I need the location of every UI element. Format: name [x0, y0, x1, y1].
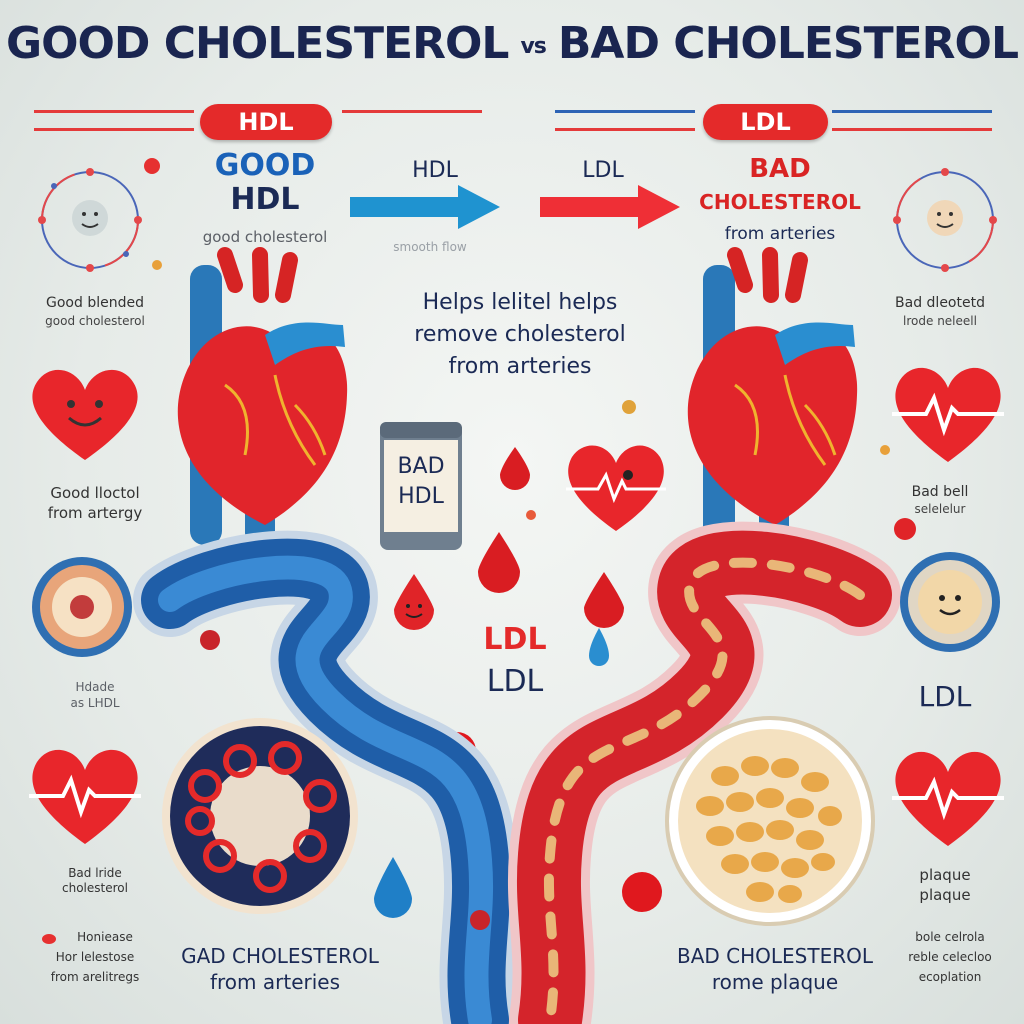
- pill-can-icon: [380, 422, 462, 550]
- healthy-heart-icon: [177, 247, 348, 545]
- left-label-4b: cholesterol: [62, 881, 128, 895]
- good-cholesterol-sub: good cholesterol: [202, 228, 328, 246]
- dot-icon: [526, 510, 536, 520]
- arrow-right-blue-icon: [350, 185, 500, 229]
- blood-drop-icon: [584, 572, 624, 628]
- happy-heart-icon: [32, 369, 138, 460]
- right-label-1b: lrode neleell: [903, 314, 977, 328]
- left-bullet-icon: [42, 934, 56, 944]
- hdl-pill: HDL: [200, 104, 332, 140]
- smiling-drop-icon: [394, 574, 434, 630]
- left-label-4a: Bad lride: [68, 866, 122, 880]
- right-label-4b: plaque: [919, 886, 971, 904]
- right-label-3: LDL: [918, 680, 972, 713]
- water-drop-icon: [374, 857, 412, 918]
- blood-drop-icon: [478, 532, 520, 593]
- heartbeat-heart-center-icon: [566, 445, 666, 531]
- hdl-molecule-icon: [38, 158, 160, 272]
- dot-icon: [152, 260, 162, 270]
- arrow-hdl-label: HDL: [412, 158, 458, 183]
- bottom-left-caption-1: GAD CHOLESTEROL: [181, 944, 379, 968]
- clear-artery-icon: [32, 557, 132, 657]
- left-label-5a: Honiease: [77, 930, 133, 944]
- blood-cell-icon: [622, 872, 662, 912]
- rule-left-top: [34, 110, 194, 113]
- dot-icon: [894, 518, 916, 540]
- title-right: BAD CHOLESTEROL: [557, 18, 1019, 69]
- center-ldl-red: LDL: [483, 622, 547, 657]
- right-label-4a: plaque: [919, 866, 971, 884]
- center-text-3: from arteries: [448, 354, 592, 379]
- arrow-right-red-icon: [540, 185, 680, 229]
- hdl-label: HDL: [230, 182, 300, 217]
- left-label-1a: Good blended: [46, 295, 144, 311]
- center-ldl-dark: LDL: [486, 664, 544, 699]
- left-label-3a: Hdade: [75, 680, 115, 694]
- right-label-1a: Bad dleotetd: [895, 295, 985, 311]
- healthy-artery-icon: [133, 530, 519, 1024]
- center-text-2: remove cholesterol: [414, 322, 626, 347]
- from-arteries-label: from arteries: [724, 224, 836, 244]
- clogged-artery-icon: [507, 521, 901, 1024]
- bottom-right-caption-1: BAD CHOLESTEROL: [676, 944, 873, 968]
- left-label-2a: Good lloctol: [50, 484, 140, 502]
- heartbeat-heart-left-icon: [29, 749, 141, 844]
- left-label-3b: as LHDL: [70, 696, 120, 710]
- can-label-1: BAD: [397, 454, 445, 479]
- center-text-1: Helps lelitel helps: [422, 290, 618, 315]
- hdl-zoom-circle-icon: [162, 718, 358, 914]
- right-label-5b: reble celecloo: [908, 950, 992, 964]
- dot-icon: [880, 445, 890, 455]
- right-label-5a: bole celrola: [915, 930, 985, 944]
- rule-left-bottom: [34, 128, 194, 131]
- cholesterol-label: CHOLESTEROL: [699, 190, 861, 214]
- title-left: GOOD CHOLESTEROL: [5, 18, 509, 69]
- right-label-2a: Bad bell: [911, 484, 969, 500]
- ldl-molecule-icon: [893, 168, 997, 272]
- blood-drop-icon: [500, 447, 530, 490]
- rule-mid-right-bottom: [555, 128, 695, 131]
- bottom-right-caption-2: rome plaque: [711, 970, 839, 994]
- left-label-1b: good cholesterol: [45, 314, 145, 328]
- plaque-zoom-circle-icon: [665, 716, 875, 926]
- arrow-ldl-label: LDL: [582, 158, 624, 183]
- rule-mid-left: [342, 110, 482, 113]
- rule-mid-right-top: [555, 110, 695, 113]
- right-label-5c: ecoplation: [918, 970, 982, 984]
- right-label-2b: selelelur: [914, 502, 966, 516]
- arrow-hdl-sub: smooth flow: [393, 240, 467, 254]
- heartbeat-heart-right-icon: [892, 367, 1004, 462]
- good-label: GOOD: [214, 148, 316, 183]
- bottom-left-caption-2: from arteries: [209, 970, 341, 994]
- title-vs: vs: [520, 33, 546, 59]
- water-drop-icon: [589, 628, 609, 666]
- rule-right-top: [832, 110, 992, 113]
- dot-icon: [622, 400, 636, 414]
- page-title: GOOD CHOLESTEROL vs BAD CHOLESTEROL: [0, 18, 1024, 69]
- left-label-5c: from arelitregs: [50, 970, 140, 984]
- can-label-2: HDL: [398, 484, 444, 509]
- bad-label: BAD: [749, 154, 811, 184]
- rule-right-bottom: [832, 128, 992, 131]
- left-label-2b: from artergy: [47, 504, 143, 522]
- left-label-5b: Hor lelestose: [55, 950, 135, 964]
- heartbeat-heart-right-bottom-icon: [892, 751, 1004, 846]
- ldl-pill: LDL: [703, 104, 828, 140]
- plaque-artery-icon: [900, 552, 1000, 652]
- bad-heart-icon: [687, 247, 858, 545]
